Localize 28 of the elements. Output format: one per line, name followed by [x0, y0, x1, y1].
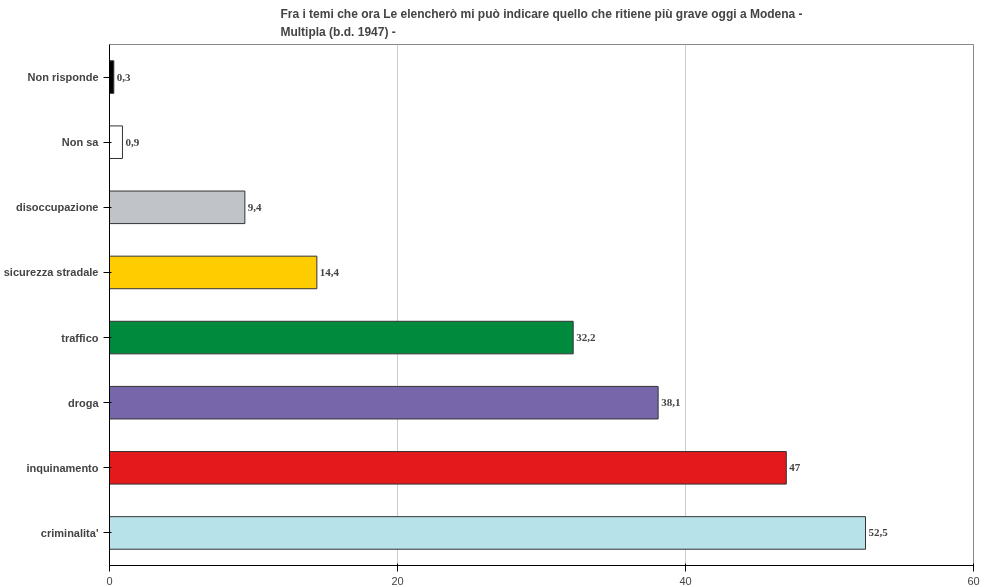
data-label: 32,2: [576, 331, 596, 344]
x-tick-label: 40: [679, 574, 692, 587]
chart-title: Fra i temi che ora Le elencherò mi può indicare quello che ritiene più grave oggi a Modena - Multipla (b.d. 1947) -: [280, 7, 803, 40]
x-tick-label: 60: [967, 574, 980, 587]
y-tick-label: inquinamento: [26, 461, 99, 474]
y-tick-label: disoccupazione: [15, 201, 99, 214]
y-tick-label: Non risponde: [27, 71, 99, 84]
data-label: 9,4: [247, 200, 263, 213]
data-label: 14,4: [319, 265, 340, 278]
y-tick-label: traffico: [61, 331, 99, 344]
y-tick-label: criminalita': [40, 526, 99, 539]
data-label: 47: [789, 461, 801, 474]
bar: [109, 320, 574, 355]
data-label: 0,9: [125, 135, 140, 148]
y-tick-label: Non sa: [61, 136, 100, 149]
data-label: 0,3: [116, 70, 132, 83]
x-tick-label: 20: [391, 574, 404, 587]
bar: [109, 190, 246, 225]
y-tick-label: sicurezza stradale: [3, 266, 99, 279]
bar: [109, 451, 787, 485]
bar: [109, 385, 659, 420]
data-label: 38,1: [661, 396, 681, 409]
bar: [109, 516, 866, 550]
data-label: 52,5: [868, 526, 889, 539]
bar: [109, 255, 318, 290]
x-tick-label: 0: [106, 574, 113, 587]
y-tick-label: droga: [67, 396, 100, 409]
bar: [109, 125, 123, 159]
